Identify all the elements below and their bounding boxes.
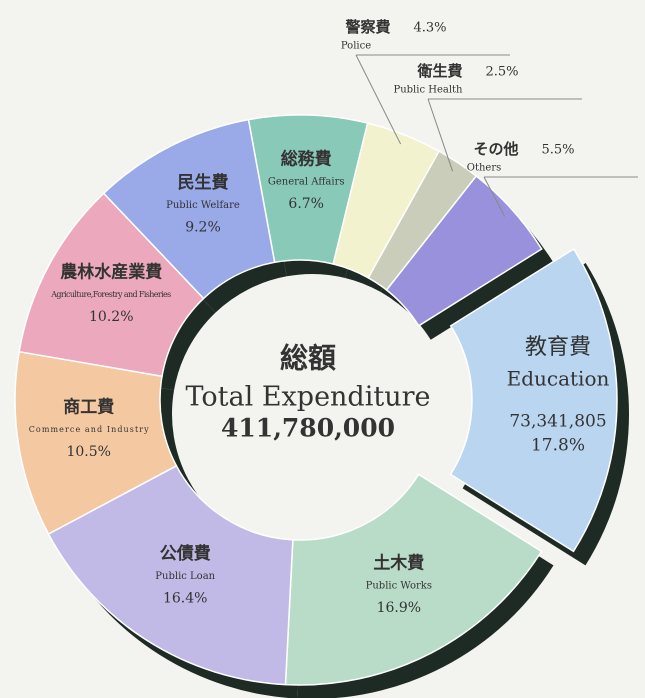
- category-label: 農林水産業費: [60, 262, 162, 283]
- value-label: 4.3%: [413, 21, 446, 36]
- category-label: 土木費: [373, 552, 424, 573]
- category-en-label: Public Works: [366, 580, 432, 591]
- value-label: 17.8%: [531, 436, 585, 456]
- leader-line: [427, 98, 454, 172]
- category-en-label: Public Health: [393, 85, 463, 96]
- value-label: 16.4%: [163, 591, 207, 607]
- center-title: 総額: [280, 342, 336, 375]
- amount-label: 73,341,805: [509, 412, 606, 432]
- category-label: その他: [473, 140, 518, 158]
- category-label: 公債費: [160, 543, 211, 564]
- slice: [47, 464, 294, 686]
- slice: [449, 247, 618, 553]
- slices: [14, 114, 618, 686]
- value-label: 10.5%: [66, 444, 110, 460]
- category-en-label: Commerce and Industry: [29, 425, 149, 434]
- value-label: 5.5%: [541, 143, 574, 158]
- center-value: 411,780,000: [221, 414, 395, 443]
- category-en-label: Agriculture,Forestry and Fisheries: [50, 290, 171, 299]
- category-en-label: General Affairs: [268, 177, 345, 188]
- category-en-label: Education: [507, 367, 610, 391]
- value-label: 6.7%: [288, 196, 324, 212]
- category-label: 商工費: [63, 396, 114, 417]
- category-en-label: Police: [341, 41, 371, 52]
- category-en-label: Public Welfare: [166, 200, 240, 211]
- leader-line: [483, 176, 506, 217]
- leader-line: [355, 54, 402, 145]
- category-label: 民生費: [177, 172, 228, 193]
- slice: [284, 473, 543, 686]
- value-label: 9.2%: [185, 219, 221, 235]
- value-label: 2.5%: [485, 65, 518, 80]
- category-label: 教育費: [525, 335, 591, 360]
- labels: 教育費 Education 73,341,805 17.8% 土木費 Public Wor…: [29, 18, 638, 616]
- category-en-label: Others: [467, 163, 502, 174]
- category-label: 衛生費: [416, 62, 462, 80]
- center-subtitle: Total Expenditure: [186, 382, 431, 413]
- value-label: 10.2%: [89, 309, 133, 325]
- category-label: 警察費: [344, 18, 390, 36]
- category-label: 総務費: [281, 149, 332, 170]
- category-en-label: Public Loan: [155, 571, 215, 582]
- value-label: 16.9%: [377, 600, 421, 616]
